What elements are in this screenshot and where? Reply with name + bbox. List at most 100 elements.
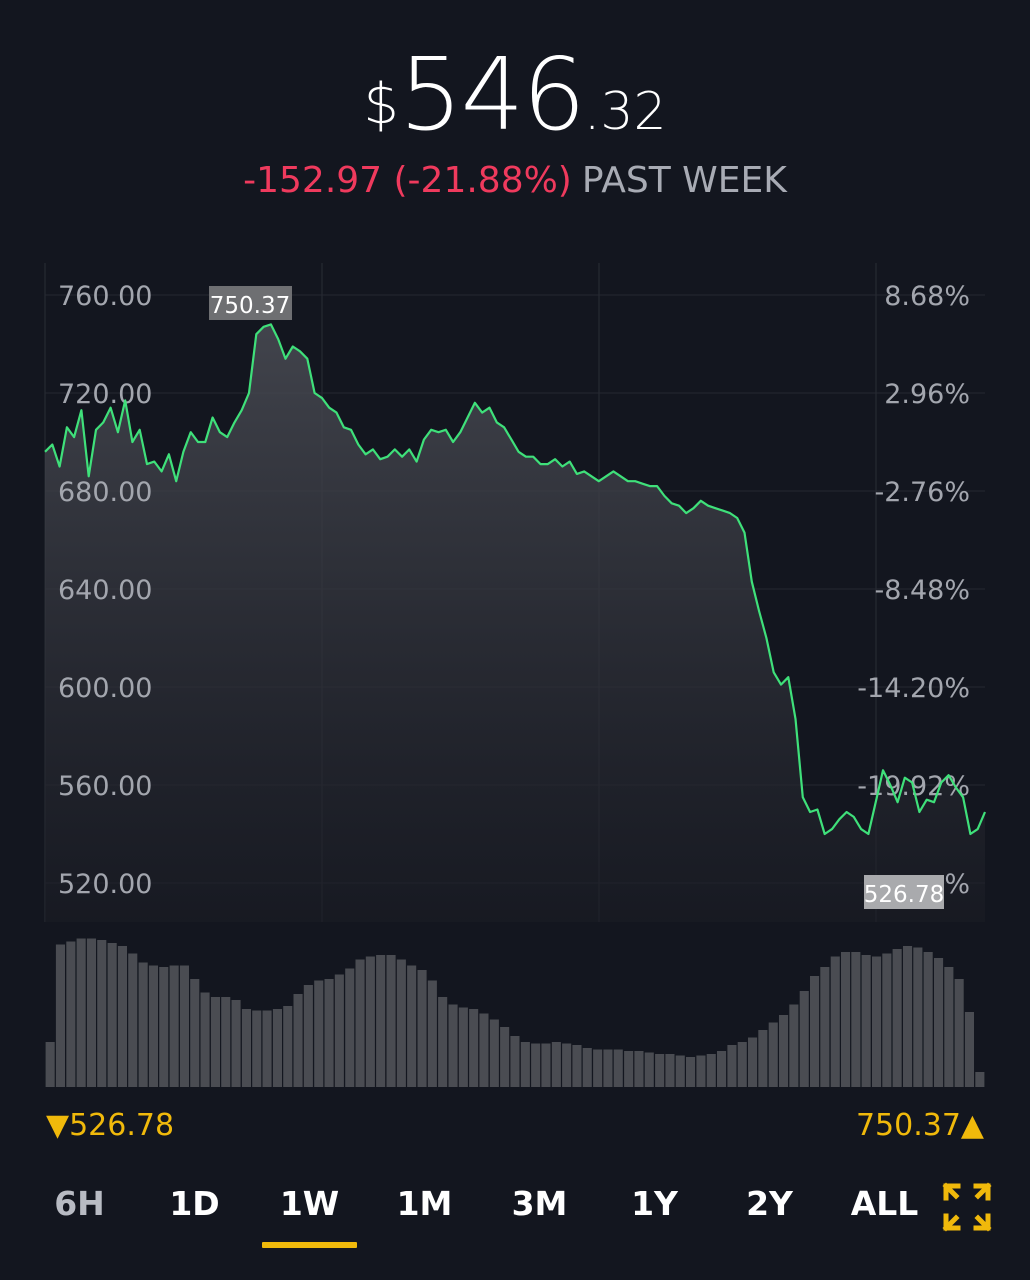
left-tick-label: 680.00 <box>58 477 152 508</box>
timeframe-tabs: 6H 1D 1W 1M 3M 1Y 2Y ALL <box>22 1172 942 1252</box>
volume-bar <box>686 1057 696 1087</box>
volume-bar <box>655 1054 665 1087</box>
left-tick-label: 760.00 <box>58 281 152 312</box>
volume-bar <box>376 955 386 1087</box>
volume-bar <box>748 1037 758 1087</box>
right-tick-label: % <box>944 869 970 900</box>
volume-bar <box>438 997 448 1087</box>
volume-bar <box>830 956 840 1087</box>
volume-bar <box>841 952 851 1087</box>
price-line <box>44 323 987 836</box>
tab-1d[interactable]: 1D <box>169 1184 220 1223</box>
volume-bar <box>562 1043 572 1087</box>
left-tick-label: 560.00 <box>58 771 152 802</box>
volume-bar <box>892 949 902 1087</box>
change-period: PAST WEEK <box>581 160 787 201</box>
volume-bar <box>613 1049 623 1087</box>
volume-bar <box>210 997 220 1087</box>
volume-bar <box>510 1036 520 1087</box>
volume-chart <box>45 938 985 1087</box>
price-decimal: .32 <box>583 82 667 142</box>
volume-bar <box>644 1052 654 1087</box>
volume-bar <box>45 1042 55 1087</box>
right-tick-label: 2.96% <box>884 379 970 410</box>
volume-bar <box>190 979 200 1087</box>
volume-bar <box>541 1043 551 1087</box>
volume-bar <box>882 953 892 1087</box>
volume-bar <box>861 955 871 1087</box>
volume-bar <box>603 1049 613 1087</box>
volume-bar <box>975 1072 985 1087</box>
right-tick-label: -2.76% <box>874 477 970 508</box>
volume-bar <box>417 970 427 1087</box>
price-integer: 546 <box>399 36 586 153</box>
volume-bar <box>810 976 820 1087</box>
volume-bar <box>779 1015 789 1087</box>
max-label: 750.37 <box>210 293 290 319</box>
volume-bar <box>551 1042 561 1087</box>
price-change: -152.97 (-21.88%) PAST WEEK <box>0 160 1030 201</box>
change-value: -152.97 (-21.88%) <box>243 160 572 201</box>
volume-bar <box>272 1009 282 1087</box>
range-high-value: 750.37 <box>855 1108 961 1143</box>
volume-bar <box>345 968 355 1087</box>
tab-1w[interactable]: 1W <box>252 1172 367 1252</box>
tab-2y[interactable]: 2Y <box>746 1184 793 1223</box>
volume-bar <box>262 1010 272 1087</box>
right-axis: 8.68%2.96%-2.76%-8.48%-14.20%-19.92%% <box>857 281 970 900</box>
tab-1m[interactable]: 1M <box>396 1184 453 1223</box>
volume-bar <box>923 952 933 1087</box>
volume-bar <box>303 985 313 1087</box>
volume-bar <box>964 1012 974 1087</box>
volume-bar <box>489 1019 499 1087</box>
volume-bar <box>851 952 861 1087</box>
tab-1y[interactable]: 1Y <box>631 1184 678 1223</box>
volume-bar <box>97 940 107 1087</box>
range-low-value: 526.78 <box>69 1108 175 1143</box>
volume-bar <box>117 946 127 1087</box>
tab-3m[interactable]: 3M <box>511 1184 568 1223</box>
right-tick-label: -8.48% <box>874 575 970 606</box>
volume-bar <box>407 965 417 1087</box>
volume-bar <box>128 953 138 1087</box>
volume-bar <box>55 944 65 1087</box>
tab-6h[interactable]: 6H <box>54 1184 105 1223</box>
triangle-down-icon: ▼ <box>46 1108 70 1143</box>
volume-bar <box>634 1051 644 1087</box>
price-chart[interactable]: 760.00 720.00 680.00 640.00 600.00 560.00 520.… <box>0 255 1030 925</box>
max-marker: 750.37 <box>209 286 292 320</box>
price-area-fill <box>45 324 985 922</box>
volume-bar <box>386 955 396 1087</box>
volume-bar <box>903 946 913 1087</box>
volume-bar <box>334 974 344 1087</box>
volume-bar <box>221 997 231 1087</box>
volume-bar <box>66 941 76 1087</box>
volume-bar <box>500 1027 510 1087</box>
volume-bar <box>355 959 365 1087</box>
tab-all[interactable]: ALL <box>850 1184 919 1223</box>
volume-bar <box>934 958 944 1087</box>
expand-arrows-icon[interactable] <box>940 1180 994 1234</box>
volume-bar <box>241 1009 251 1087</box>
left-tick-label: 720.00 <box>58 379 152 410</box>
min-marker: 526.78 <box>864 875 944 909</box>
right-tick-label: 8.68% <box>884 281 970 312</box>
volume-bar <box>138 962 148 1087</box>
volume-bar <box>820 967 830 1087</box>
range-low: ▼526.78 <box>46 1108 174 1143</box>
volume-bar <box>737 1042 747 1087</box>
volume-bar <box>293 994 303 1087</box>
left-tick-label: 640.00 <box>58 575 152 606</box>
volume-bar <box>148 965 158 1087</box>
volume-bar <box>252 1010 262 1087</box>
current-price: $546.32 <box>0 36 1030 153</box>
volume-bar <box>531 1043 541 1087</box>
volume-bar <box>768 1022 778 1087</box>
currency-symbol: $ <box>363 72 400 137</box>
left-tick-label: 600.00 <box>58 673 152 704</box>
volume-bar <box>572 1045 582 1087</box>
volume-bar <box>624 1051 634 1087</box>
volume-bar <box>448 1004 458 1087</box>
volume-bar <box>593 1049 603 1087</box>
volume-bar <box>717 1051 727 1087</box>
